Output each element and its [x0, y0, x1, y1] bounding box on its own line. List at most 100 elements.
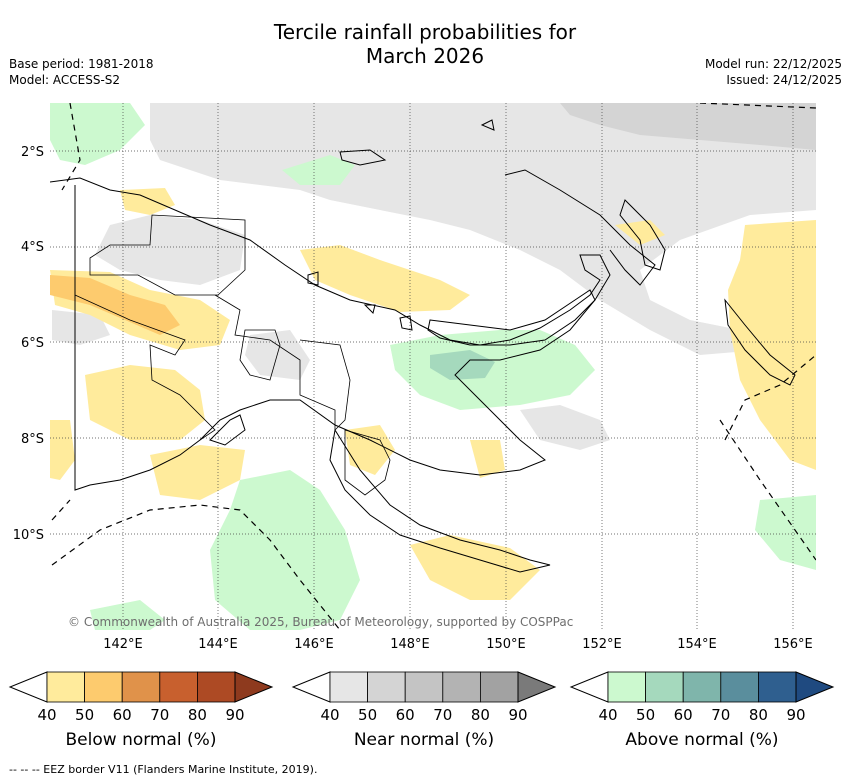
below-normal-region-solomon — [410, 535, 540, 600]
above-normal-region-southeast — [755, 495, 816, 570]
colorbar-swatch — [645, 671, 684, 703]
manus-island — [339, 149, 387, 166]
colorbar-above-normal: 40 50 60 70 80 90 — [569, 671, 835, 724]
colorbar-swatch — [442, 671, 481, 703]
copyright-text: © Commonwealth of Australia 2025, Bureau… — [68, 615, 573, 629]
colorbar-tick-label: 90 — [225, 706, 244, 724]
colorbar-extend-high — [517, 671, 557, 703]
lon-label-156e: 156°E — [773, 637, 813, 652]
colorbar-tick-label: 80 — [749, 706, 768, 724]
colorbar-extend-low — [8, 671, 48, 703]
colorbar-swatch — [404, 671, 444, 703]
below-normal-region-southwest — [85, 365, 205, 440]
below-normal-region-west-edge — [50, 420, 75, 480]
colorbar-tick-label: 40 — [320, 706, 339, 724]
below-normal-region-central-small — [345, 425, 395, 475]
model-text: Model: ACCESS-S2 — [9, 73, 121, 87]
above-normal-region-central — [390, 330, 595, 410]
map-title-line1: Tercile rainfall probabilities for — [273, 20, 577, 44]
map-gridlines — [50, 103, 816, 630]
near-normal-region-southwest — [52, 310, 110, 345]
model-run-text: Model run: 22/12/2025 — [704, 57, 842, 71]
small-islands — [209, 119, 495, 446]
map-title-line2: March 2026 — [365, 44, 485, 68]
above-normal-region-central-50 — [430, 350, 495, 380]
colorbar-tick-label: 80 — [471, 706, 490, 724]
colorbar-tick-label: 40 — [598, 706, 617, 724]
colorbar-below-normal: 40 50 60 70 80 90 — [8, 671, 274, 724]
colorbar-swatch — [196, 671, 236, 703]
colorbar-tick-label: 70 — [711, 706, 730, 724]
colorbar-swatch — [758, 671, 797, 703]
colorbar-swatch — [367, 671, 406, 703]
below-normal-region-north-central — [300, 245, 470, 312]
colorbar-title-below: Below normal (%) — [65, 730, 217, 750]
below-normal-region-east — [728, 220, 816, 470]
colorbar-tick-label: 60 — [396, 706, 415, 724]
bougainville-island — [724, 298, 796, 386]
lon-label-154e: 154°E — [677, 637, 717, 652]
colorbar-extend-low — [569, 671, 609, 703]
near-normal-region-darker — [560, 103, 816, 150]
below-normal-region-northeast — [615, 220, 665, 245]
colorbar-tick-label: 90 — [508, 706, 527, 724]
issued-text: Issued: 24/12/2025 — [726, 73, 842, 87]
lat-label-4s: 4°S — [21, 240, 44, 255]
colorbar-swatch — [121, 671, 161, 703]
colorbar-extend-high — [795, 671, 835, 703]
lon-label-150e: 150°E — [486, 637, 526, 652]
colorbar-near-normal: 40 50 60 70 80 90 — [291, 671, 557, 724]
lon-label-146e: 146°E — [294, 637, 334, 652]
colorbar-swatch — [46, 671, 85, 703]
colorbar-tick-label: 40 — [37, 706, 56, 724]
below-normal-region-west-50 — [50, 275, 180, 335]
lat-label-6s: 6°S — [21, 336, 44, 351]
above-normal-region-sw — [90, 600, 165, 630]
north-coast-east — [504, 169, 656, 286]
below-normal-region-small-west — [120, 188, 175, 215]
lon-label-142e: 142°E — [103, 637, 143, 652]
above-normal-region-small — [282, 155, 355, 185]
colorbar-tick-label: 70 — [150, 706, 169, 724]
colorbar-swatch — [329, 671, 368, 703]
colorbar-swatch — [720, 671, 759, 703]
colorbar-tick-label: 70 — [433, 706, 452, 724]
province-borders — [74, 214, 391, 496]
eez-legend-footer: -- -- -- EEZ border V11 (Flanders Marine… — [9, 763, 318, 776]
colorbar-swatch — [84, 671, 123, 703]
above-normal-region-nw — [50, 103, 145, 165]
lat-label-2s: 2°S — [21, 145, 44, 160]
colorbar-title-near: Near normal (%) — [353, 730, 495, 750]
lat-label-10s: 10°S — [13, 528, 44, 543]
eez-borders — [51, 103, 816, 630]
above-normal-region-south — [210, 470, 360, 630]
lon-label-144e: 144°E — [198, 637, 238, 652]
below-normal-region-south-coast — [150, 445, 245, 500]
colorbar-tick-label: 50 — [75, 706, 94, 724]
lat-label-8s: 8°S — [21, 432, 44, 447]
near-normal-region-south — [520, 405, 610, 450]
colorbar-swatch — [682, 671, 722, 703]
colorbar-tick-label: 90 — [786, 706, 805, 724]
colorbar-swatch — [479, 671, 519, 703]
colorbar-extend-low — [291, 671, 331, 703]
colorbar-tick-label: 50 — [636, 706, 655, 724]
colorbar-swatch — [159, 671, 198, 703]
colorbar-title-above: Above normal (%) — [625, 730, 779, 750]
colorbar-tick-label: 50 — [358, 706, 377, 724]
new-guinea-coastline — [50, 177, 611, 491]
papuan-peninsula — [329, 428, 551, 573]
lon-label-148e: 148°E — [390, 637, 430, 652]
lon-label-152e: 152°E — [582, 637, 622, 652]
new-britain-island — [427, 289, 596, 346]
base-period-text: Base period: 1981-2018 — [9, 57, 154, 71]
near-normal-region-west — [95, 215, 245, 285]
colorbar-tick-label: 60 — [674, 706, 693, 724]
new-ireland-island — [619, 199, 666, 271]
colorbar-tick-label: 60 — [113, 706, 132, 724]
colorbar-tick-label: 80 — [188, 706, 207, 724]
below-normal-region-east-small — [470, 440, 505, 478]
colorbar-swatch — [607, 671, 646, 703]
colorbar-extend-high — [234, 671, 274, 703]
